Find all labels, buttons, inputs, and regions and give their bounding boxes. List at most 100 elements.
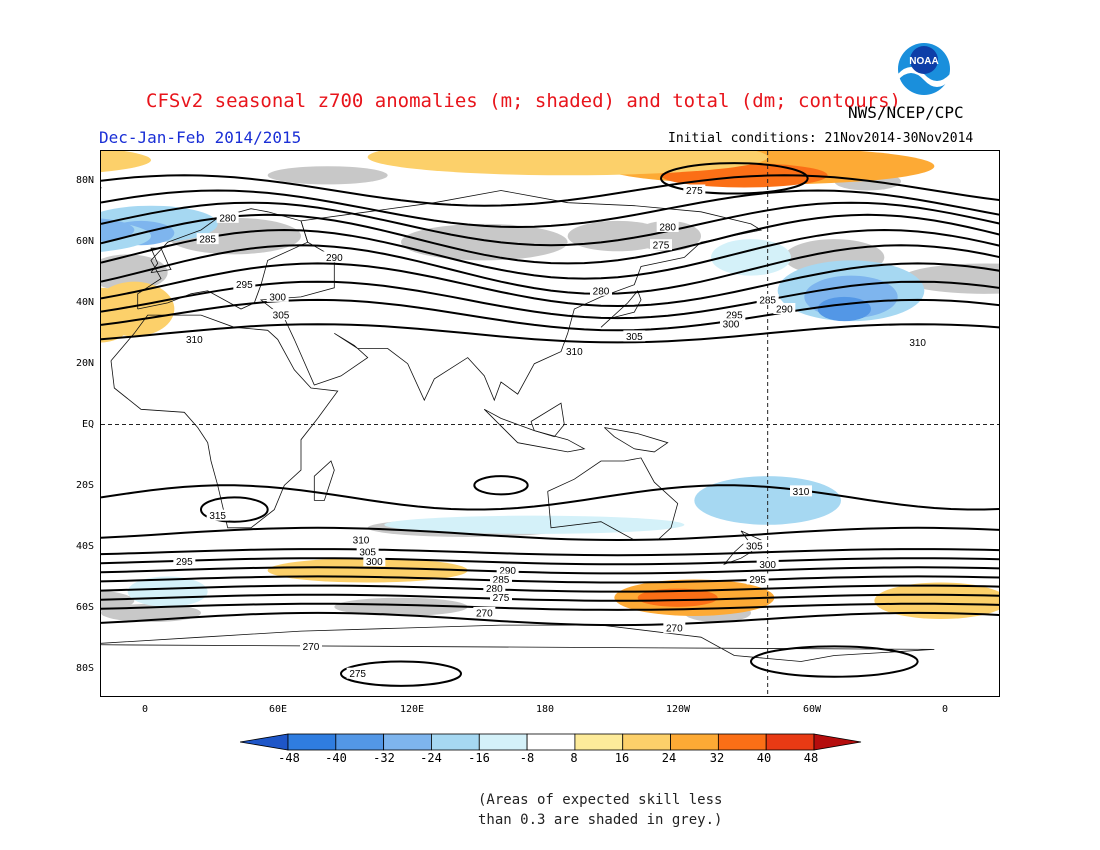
contour-label: 285 xyxy=(759,295,776,306)
coastline xyxy=(313,460,335,501)
colorbar-swatch xyxy=(335,733,385,751)
height-contour xyxy=(101,213,999,265)
contour-label: 290 xyxy=(776,305,793,316)
colorbar-tick: 32 xyxy=(709,751,725,765)
contour-label: 295 xyxy=(236,280,253,291)
contour-label-bg xyxy=(206,509,229,521)
anomaly-shading xyxy=(101,151,999,619)
height-contour xyxy=(101,548,999,557)
contour-label: 275 xyxy=(493,593,510,604)
contour-label: 270 xyxy=(303,642,320,653)
coastline xyxy=(547,457,679,541)
contour-label: 280 xyxy=(659,222,676,233)
height-contour xyxy=(101,584,999,593)
contour-label-bg xyxy=(756,293,779,305)
height-contour xyxy=(101,201,999,247)
lon-label-120e: 120E xyxy=(399,704,425,715)
colorbar xyxy=(239,733,862,755)
lon-label-0: 0 xyxy=(141,704,149,715)
height-contour xyxy=(101,298,999,332)
contour-label: 285 xyxy=(493,575,510,586)
map-canvas: 2752802752852802902953003053102802852902… xyxy=(101,151,999,696)
colorbar-tick: 48 xyxy=(803,751,819,765)
coastline xyxy=(259,190,763,402)
contour-label-bg xyxy=(773,303,796,315)
colorbar-tick: 16 xyxy=(614,751,630,765)
contour-label: 310 xyxy=(186,335,203,346)
contour-label-bg xyxy=(323,251,346,263)
lat-label-60n: 60N xyxy=(75,236,94,247)
colorbar-tick: 24 xyxy=(661,751,677,765)
contour-label-bg xyxy=(173,555,196,567)
colorbar-tick: -32 xyxy=(373,751,395,765)
contour-label-bg xyxy=(723,309,746,321)
initial-conditions-label: Initial conditions: 21Nov2014-30Nov2014 xyxy=(668,131,974,146)
contour-label: 270 xyxy=(476,608,493,619)
contour-label-bg xyxy=(350,533,372,545)
contour-label-bg xyxy=(663,622,686,634)
height-contour xyxy=(101,557,999,566)
colorbar-tick: -40 xyxy=(325,751,347,765)
contour-label-bg xyxy=(363,555,386,567)
closed-contour xyxy=(473,475,529,496)
height-contour xyxy=(101,575,999,584)
colorbar-tick: -16 xyxy=(468,751,490,765)
contour-label: 300 xyxy=(269,292,286,303)
height-contour xyxy=(101,262,999,308)
colorbar-swatch xyxy=(526,733,576,751)
lat-label-60s: 60S xyxy=(75,602,94,613)
lat-label-80s: 80S xyxy=(75,663,94,674)
contour-label: 305 xyxy=(626,332,643,343)
contour-label-bg xyxy=(300,640,322,652)
contour-label-bg xyxy=(216,211,239,223)
coastline xyxy=(604,427,669,453)
coastlines xyxy=(101,187,935,662)
contour-label-bg xyxy=(790,485,812,497)
contour-label-bg xyxy=(233,278,256,290)
contour-label-bg xyxy=(270,309,292,321)
anomaly-area xyxy=(711,239,791,276)
contour-label-bg xyxy=(650,239,672,251)
contour-label: 275 xyxy=(686,186,703,197)
closed-contour xyxy=(750,645,919,678)
height-contour xyxy=(101,602,999,611)
contour-label: 300 xyxy=(759,560,776,571)
anomaly-area xyxy=(637,588,718,607)
colorbar-tick: 40 xyxy=(756,751,772,765)
lon-label-180: 180 xyxy=(535,704,555,715)
contour-label-bg xyxy=(266,290,289,302)
coastline xyxy=(530,402,565,438)
anomaly-area xyxy=(101,151,151,173)
contour-label: 310 xyxy=(353,535,370,546)
colorbar-swatch xyxy=(478,733,528,751)
contour-label-bg xyxy=(196,233,219,245)
contour-label: 290 xyxy=(326,253,343,264)
contour-label: 310 xyxy=(909,338,926,349)
contour-label-bg xyxy=(656,220,679,232)
lon-label-0-east: 0 xyxy=(941,704,949,715)
colorbar-tick: -24 xyxy=(420,751,442,765)
contour-label: 285 xyxy=(199,235,216,246)
coastline xyxy=(110,314,339,529)
closed-contour xyxy=(340,660,462,687)
height-contours xyxy=(101,162,999,687)
contour-label-bg xyxy=(490,573,512,585)
low-skill-area xyxy=(101,590,135,612)
coastline xyxy=(137,208,309,310)
lat-label-20n: 20N xyxy=(75,358,94,369)
season-label: Dec-Jan-Feb 2014/2015 xyxy=(99,128,302,147)
colorbar-swatch xyxy=(765,733,815,751)
colorbar-tick: -8 xyxy=(519,751,535,765)
contour-label-bg xyxy=(623,330,646,342)
noaa-logo: NOAA xyxy=(895,40,953,98)
lat-label-40n: 40N xyxy=(75,297,94,308)
height-contour xyxy=(101,244,999,295)
anomaly-area xyxy=(817,296,871,322)
skill-note-line2: than 0.3 are shaded in grey.) xyxy=(478,812,723,828)
contour-label: 275 xyxy=(653,241,670,252)
contour-label: 295 xyxy=(726,311,743,322)
org-label: NWS/NCEP/CPC xyxy=(848,103,964,122)
lat-label-20s: 20S xyxy=(75,480,94,491)
anomaly-area xyxy=(874,582,999,619)
anomaly-area xyxy=(101,287,135,343)
